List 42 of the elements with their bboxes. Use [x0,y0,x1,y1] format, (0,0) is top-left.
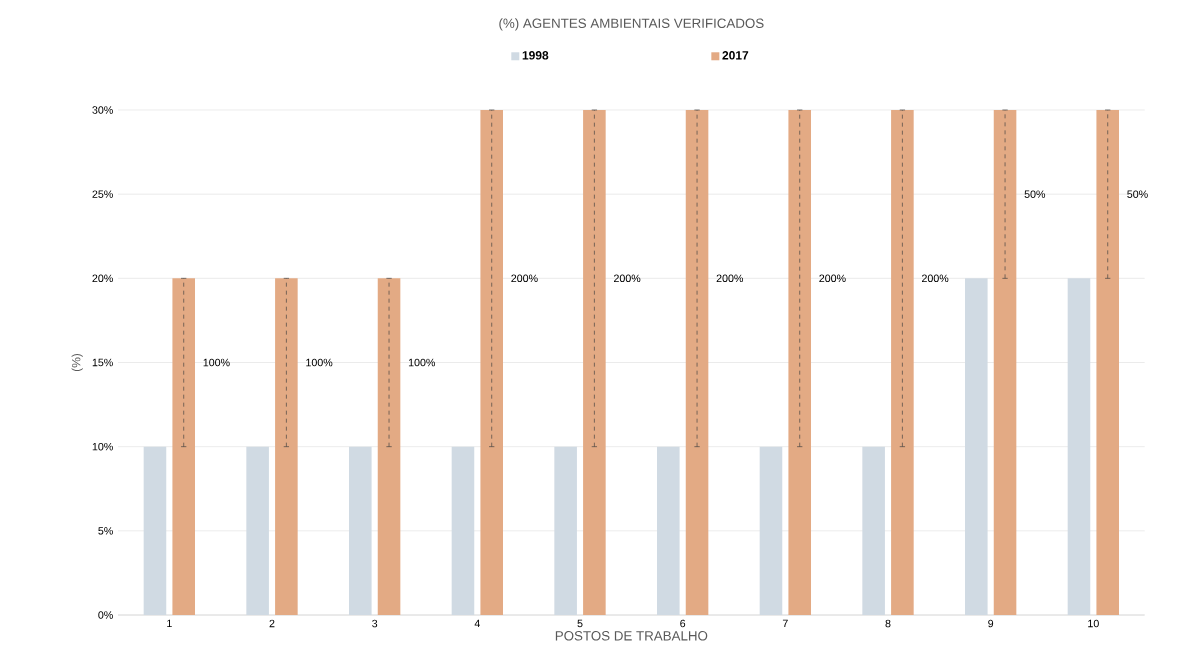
legend-label: 1998 [522,51,549,60]
x-tick-label: 3 [372,619,378,628]
x-tick-label: 2 [269,619,275,628]
y-tick-label: 30% [92,106,113,114]
bar [172,278,196,615]
bar [480,110,504,615]
annotation: 200% [614,274,641,283]
legend-label: 2017 [722,51,749,60]
x-tick-label: 4 [474,619,480,628]
y-tick-label: 15% [92,358,113,367]
annotation: 100% [306,358,333,367]
bar [891,110,914,615]
y-tick-label: 10% [92,442,113,451]
y-tick-label: 20% [92,274,113,283]
annotation: 200% [819,274,846,283]
chart-title: (%) AGENTES AMBIENTAIS VERIFICADOS [499,18,764,31]
x-tick-label: 1 [167,619,172,628]
annotation: 100% [408,358,436,367]
y-tick-label: 5% [98,527,113,535]
y-tick-label: 0% [98,611,113,619]
x-tick-label: 6 [680,619,686,628]
annotation: 100% [203,358,230,367]
annotation: 200% [716,274,744,283]
y-tick-label: 25% [92,190,113,198]
x-tick-label: 10 [1088,619,1099,628]
bar [377,278,401,615]
bar [275,278,298,615]
x-axis-title: POSTOS DE TRABALHO [555,631,708,641]
x-tick-label: 8 [885,619,891,628]
annotation: 200% [922,274,949,283]
annotation: 50% [1024,190,1046,198]
annotation: 200% [511,274,538,283]
bar [1096,110,1120,615]
x-tick-label: 7 [782,619,788,628]
bar [788,110,812,615]
x-tick-label: 9 [988,619,994,628]
bar [583,110,606,615]
bar [993,110,1017,615]
y-axis-title: (%) [71,353,83,372]
bar [685,110,709,615]
x-tick-label: 5 [577,619,583,628]
annotation: 50% [1127,190,1148,198]
